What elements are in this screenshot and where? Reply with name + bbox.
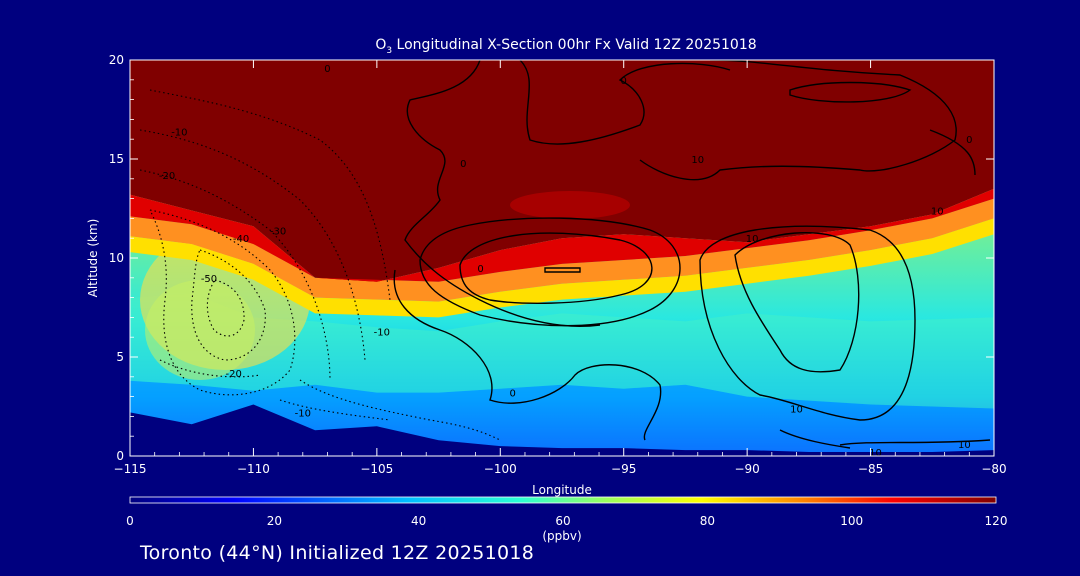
chart-title: O3 Longitudinal X-Section 00hr Fx Valid … [375, 37, 756, 56]
x-tick-label: −105 [360, 462, 393, 476]
contour-label: 0 [324, 64, 330, 75]
x-tick-label: −95 [611, 462, 636, 476]
y-tick-label: 10 [109, 251, 124, 265]
x-tick-label: −80 [981, 462, 1006, 476]
contour-label: 0 [621, 76, 627, 87]
x-tick-label: −100 [484, 462, 517, 476]
y-axis: 0 5 10 15 20 [109, 53, 994, 463]
negative-contour-lines [139, 89, 501, 441]
tropopause-transition-orange [130, 198, 994, 302]
contour-labels: 0 -10 -20 -40 -30 -50 -20 -10 -10 0 0 10 0 0 10 10 0 10 10… [159, 64, 973, 459]
contour-label: -50 [201, 274, 217, 285]
contour-label: 10 [869, 448, 882, 459]
tropopause-transition-yellow [130, 218, 994, 318]
stratosphere-band [130, 60, 994, 282]
contour-label: -10 [374, 327, 390, 338]
x-axis-label: Longitude [532, 483, 592, 497]
contour-label: 10 [790, 404, 803, 415]
boundary-layer-band [130, 380, 994, 452]
free-troposphere-band [130, 293, 994, 409]
colorbar: 0 20 40 60 80 100 120 (ppbv) [126, 496, 1007, 543]
y-tick-label: 0 [116, 449, 124, 463]
colorbar-tick-label: 0 [126, 514, 134, 528]
forecast-init-caption: Toronto (44°N) Initialized 12Z 20251018 [140, 542, 535, 564]
y-tick-label: 5 [116, 350, 124, 364]
contour-label: -10 [295, 408, 311, 419]
colorbar-tick-label: 40 [411, 514, 426, 528]
x-tick-label: −85 [858, 462, 883, 476]
contour-positive [404, 60, 601, 327]
y-axis-label: Altitude (km) [86, 219, 100, 298]
x-axis: −115 −110 −105 −100 −95 −90 −85 −80 [114, 60, 1007, 476]
colorbar-tick-label: 80 [700, 514, 715, 528]
contour-positive [929, 129, 976, 176]
x-tick-label: −110 [237, 462, 270, 476]
stratosphere-intrusion-core [510, 191, 630, 219]
colorbar-tick-label: 100 [840, 514, 863, 528]
west-low-ozone-blob [145, 280, 255, 380]
contour-positive [699, 225, 916, 421]
colorbar-ticks: 0 20 40 60 80 100 120 [126, 514, 1007, 528]
contour-negative [139, 169, 331, 381]
contour-negative [149, 89, 391, 301]
contour-label: 10 [691, 155, 704, 166]
contour-label: 0 [477, 264, 483, 275]
contour-label: 10 [746, 234, 759, 245]
contour-label: 0 [460, 159, 466, 170]
contour-label: -20 [159, 171, 175, 182]
contour-label: 0 [509, 389, 515, 400]
contour-positive [789, 81, 912, 103]
contour-negative [149, 209, 296, 396]
contour-negative [206, 279, 245, 337]
colorbar-units-label: (ppbv) [542, 529, 581, 543]
colorbar-tick-label: 20 [267, 514, 282, 528]
contour-label: 10 [958, 440, 971, 451]
contour-negative [139, 129, 366, 361]
contour-label: -30 [270, 226, 286, 237]
contour-label: 10 [931, 206, 944, 217]
contour-positive [393, 269, 662, 441]
contour-label: -10 [171, 127, 187, 138]
contour-lines [393, 60, 991, 449]
contour-label: 0 [966, 135, 972, 146]
colorbar-tick-label: 120 [985, 514, 1008, 528]
x-tick-label: −115 [114, 462, 147, 476]
contour-positive [839, 439, 991, 446]
contour-positive [734, 231, 860, 373]
y-tick-label: 15 [109, 152, 124, 166]
x-tick-label: −90 [734, 462, 759, 476]
y-tick-label: 20 [109, 53, 124, 67]
contour-label: -20 [226, 369, 242, 380]
colorbar-tick-label: 60 [555, 514, 570, 528]
colorbar-gradient [129, 496, 997, 504]
contour-negative [279, 399, 391, 421]
contour-positive [544, 267, 581, 273]
terrain-mask [130, 404, 994, 456]
contour-positive [419, 217, 681, 327]
contour-positive [459, 232, 653, 304]
contour-label: -40 [233, 234, 249, 245]
stratosphere-edge-red [130, 188, 994, 282]
plot-area: 0 -10 -20 -40 -30 -50 -20 -10 -10 0 0 10 0 0 10 10 0 10 10… [130, 60, 994, 459]
contour-positive [639, 60, 957, 181]
contour-positive [519, 60, 731, 145]
contour-positive [779, 429, 851, 449]
